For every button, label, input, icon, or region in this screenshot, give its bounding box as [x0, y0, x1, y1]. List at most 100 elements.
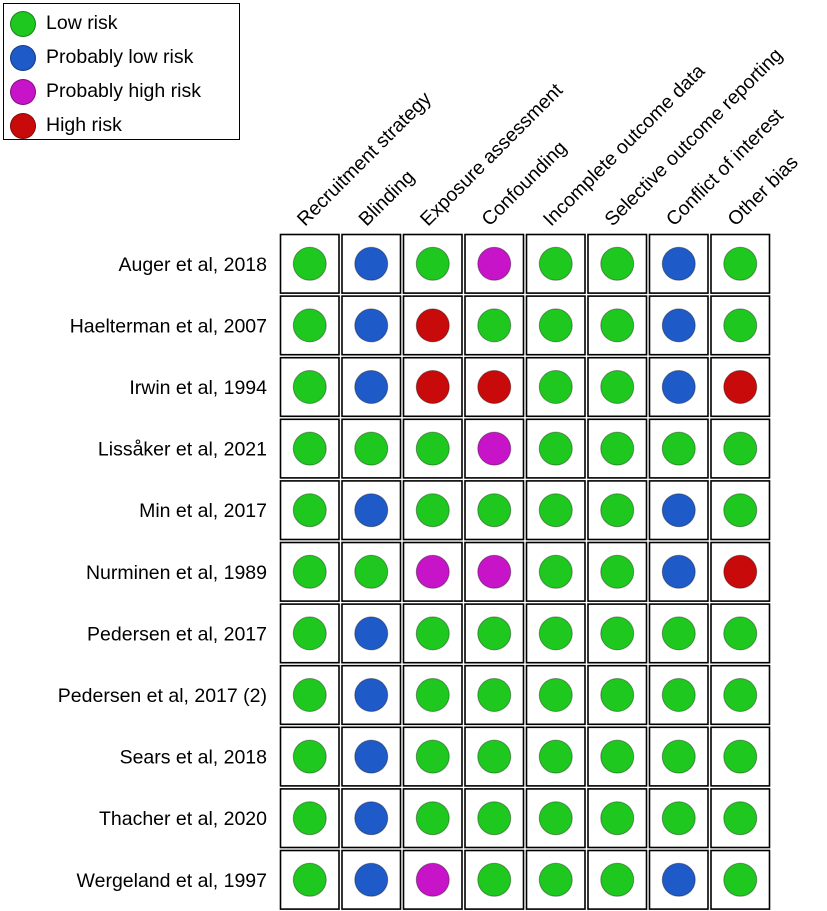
- rating-dot-low-risk: [538, 308, 573, 343]
- rating-dot-low-risk: [292, 431, 327, 466]
- cell-box: [710, 356, 771, 418]
- rating-dot-low-risk: [600, 739, 635, 774]
- rating-dot-probably-high-risk: [477, 554, 512, 589]
- rating-dot-low-risk: [415, 616, 450, 651]
- rating-dot-low-risk: [723, 616, 758, 651]
- cell-box: [710, 480, 771, 541]
- rating-dot-low-risk: [354, 431, 389, 466]
- rating-dot-probably-low-risk: [354, 678, 389, 712]
- cell-box: [279, 295, 340, 356]
- rating-dot-low-risk: [723, 246, 758, 281]
- row-label: Pedersen et al, 2017: [87, 623, 267, 645]
- rating-dot-low-risk: [600, 431, 635, 466]
- rating-dot-probably-high-risk: [477, 246, 512, 281]
- cell-box: [464, 849, 525, 910]
- rating-dot-probably-low-risk: [354, 739, 389, 774]
- legend-label: Probably high risk: [46, 80, 201, 102]
- rating-dot-low-risk: [723, 678, 758, 712]
- cell-box: [341, 480, 402, 541]
- cell-box: [710, 541, 771, 602]
- cell-box: [464, 726, 525, 787]
- cell-box: [402, 541, 463, 602]
- cell-box: [464, 664, 525, 726]
- cell-box: [710, 603, 771, 664]
- rating-dot-low-risk: [661, 739, 696, 774]
- rating-dot-low-risk: [600, 678, 635, 712]
- cell-box: [341, 603, 402, 664]
- row-label: Nurminen et al, 1989: [86, 562, 267, 584]
- cell-box: [525, 726, 586, 787]
- cell-box: [402, 788, 463, 849]
- cell-box: [587, 541, 648, 602]
- rating-dot-low-risk: [723, 431, 758, 466]
- rating-dot-probably-low-risk: [354, 801, 389, 836]
- cell-box: [402, 295, 463, 356]
- cell-box: [402, 356, 463, 418]
- cell-box: [587, 295, 648, 356]
- cell-box: [279, 726, 340, 787]
- cell-box: [525, 849, 586, 910]
- rating-dot-probably-low-risk: [661, 246, 696, 281]
- rating-dot-low-risk: [292, 801, 327, 836]
- rating-dot-low-risk: [661, 678, 696, 712]
- legend: Low risk Probably low risk Probably high…: [3, 3, 240, 140]
- legend-swatch-probably-high-risk: [10, 79, 36, 105]
- cell-box: [587, 233, 648, 294]
- cell-box: [279, 541, 340, 602]
- cell-box: [710, 664, 771, 726]
- rating-dot-low-risk: [538, 246, 573, 281]
- cell-box: [587, 788, 648, 849]
- legend-item-probably-high-risk: Probably high risk: [10, 77, 238, 105]
- cell-box: [710, 788, 771, 849]
- cell-box: [402, 603, 463, 664]
- cell-box: [464, 603, 525, 664]
- rating-dot-low-risk: [723, 862, 758, 897]
- rating-dot-low-risk: [538, 370, 573, 404]
- rating-dot-low-risk: [538, 862, 573, 897]
- cell-box: [341, 726, 402, 787]
- cell-box: [648, 233, 709, 294]
- row-labels: Auger et al, 2018 Haelterman et al, 2007 I…: [58, 254, 267, 892]
- rating-dot-low-risk: [292, 554, 327, 589]
- row-label: Thacher et al, 2020: [99, 808, 267, 830]
- cell-box: [525, 603, 586, 664]
- rating-dot-low-risk: [600, 493, 635, 528]
- cell-box: [464, 480, 525, 541]
- cell-box: [402, 849, 463, 910]
- legend-label: High risk: [46, 114, 122, 136]
- rating-dot-probably-low-risk: [661, 493, 696, 528]
- cell-box: [587, 603, 648, 664]
- cell-box: [341, 541, 402, 602]
- rating-dot-low-risk: [723, 493, 758, 528]
- rating-dot-low-risk: [292, 862, 327, 897]
- cell-box: [648, 726, 709, 787]
- cell-box: [402, 418, 463, 479]
- legend-item-low-risk: Low risk: [10, 9, 238, 37]
- grid: [279, 233, 771, 910]
- legend-item-high-risk: High risk: [10, 111, 238, 139]
- rating-dot-low-risk: [292, 739, 327, 774]
- column-header-blinding: Blinding: [354, 166, 419, 231]
- cell-box: [279, 356, 340, 418]
- rating-dot-low-risk: [723, 739, 758, 774]
- cell-box: [464, 788, 525, 849]
- cell-box: [710, 233, 771, 294]
- cell-box: [279, 603, 340, 664]
- cell-box: [587, 418, 648, 479]
- cell-box: [648, 603, 709, 664]
- rating-dot-low-risk: [600, 616, 635, 651]
- cell-box: [710, 295, 771, 356]
- cell-box: [341, 849, 402, 910]
- cell-box: [710, 849, 771, 910]
- rating-dot-probably-low-risk: [661, 308, 696, 343]
- cell-box: [648, 664, 709, 726]
- rating-dot-probably-low-risk: [661, 862, 696, 897]
- rating-dot-low-risk: [723, 308, 758, 343]
- rating-dot-low-risk: [538, 678, 573, 712]
- row-label: Wergeland et al, 1997: [77, 870, 267, 892]
- rating-dot-low-risk: [354, 554, 389, 589]
- rating-dot-low-risk: [415, 678, 450, 712]
- cell-box: [710, 726, 771, 787]
- rating-dot-low-risk: [415, 246, 450, 281]
